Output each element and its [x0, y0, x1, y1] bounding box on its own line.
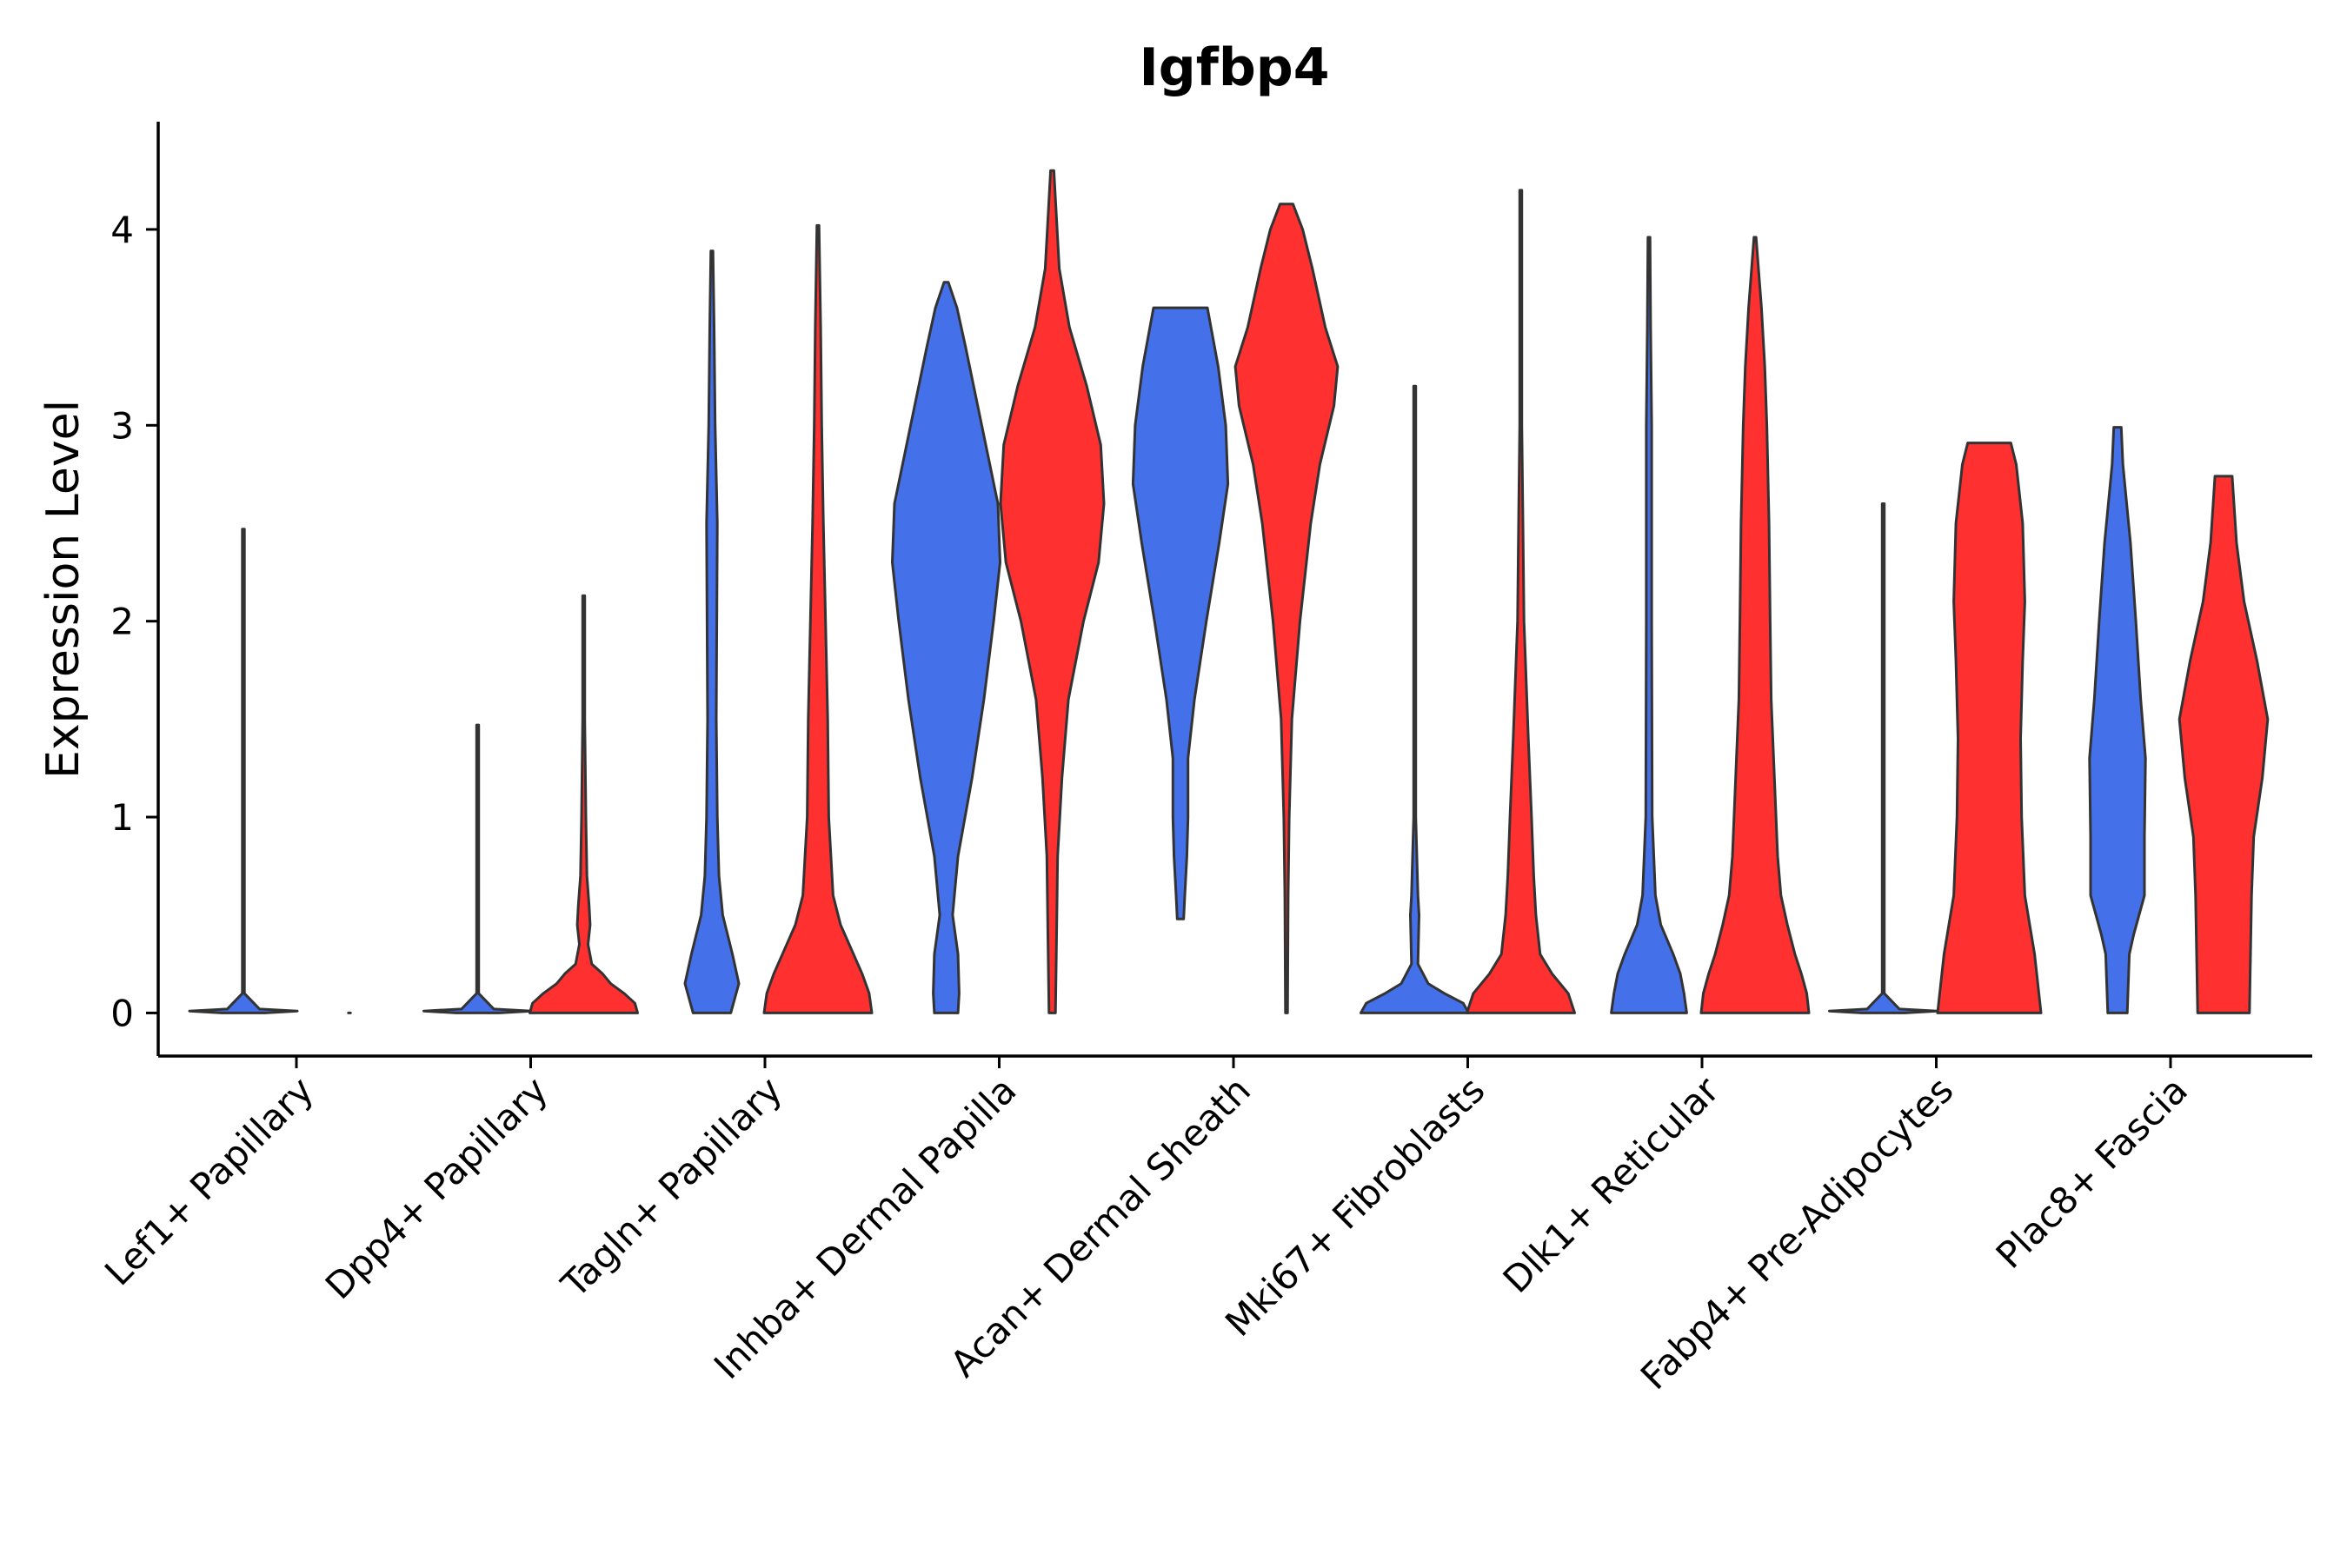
violin-1-lef1-papillary [188, 528, 299, 1014]
chart-title: Igfbp4 [1139, 37, 1329, 98]
violin-1-dlk1-reticular [1610, 236, 1688, 1014]
violin-1-inhba-dermal-papilla [891, 281, 1001, 1014]
y-tick-label: 2 [110, 601, 134, 643]
violin-2-fabp4-pre-adipocytes [1936, 442, 2043, 1014]
violin-1-mki67-fibroblasts [1360, 384, 1470, 1014]
violin-1-fabp4-pre-adipocytes [1828, 502, 1938, 1014]
violin-1-tagln-papillary [683, 249, 741, 1014]
x-tick-label: Dlk1+ Reticular [1495, 1068, 1728, 1301]
violin-2-plac8-fascia [2177, 475, 2270, 1014]
violin-1-acan-dermal-sheath [1131, 306, 1230, 920]
violin-2-dlk1-reticular [1699, 236, 1811, 1014]
x-tick-label: Tagln+ Papillary [553, 1068, 790, 1306]
violin-1-dpp4-papillary [422, 723, 533, 1014]
x-tick-label: Lef1+ Papillary [96, 1068, 322, 1293]
y-tick-label: 4 [110, 209, 134, 251]
axes-layer [156, 122, 2312, 1058]
x-tick-label: Mki67+ Fibroblasts [1217, 1068, 1493, 1344]
violin-2-mki67-fibroblasts [1466, 189, 1576, 1014]
x-tick-label: Plac8+ Fascia [1988, 1068, 2196, 1276]
violin-2-tagln-papillary [762, 223, 874, 1014]
y-tick-label: 3 [110, 404, 134, 447]
violin-2-acan-dermal-sheath [1233, 203, 1340, 1014]
violins-layer [188, 169, 2270, 1014]
y-axis-label: Expression Level [37, 400, 90, 779]
x-tick-label: Dpp4+ Papillary [317, 1068, 556, 1307]
violin-2-dpp4-papillary [529, 594, 639, 1014]
violin-1-plac8-fascia [2088, 426, 2147, 1014]
y-tick-label: 1 [110, 796, 134, 839]
violin-2-inhba-dermal-papilla [999, 169, 1106, 1014]
y-tick-label: 0 [110, 992, 134, 1034]
